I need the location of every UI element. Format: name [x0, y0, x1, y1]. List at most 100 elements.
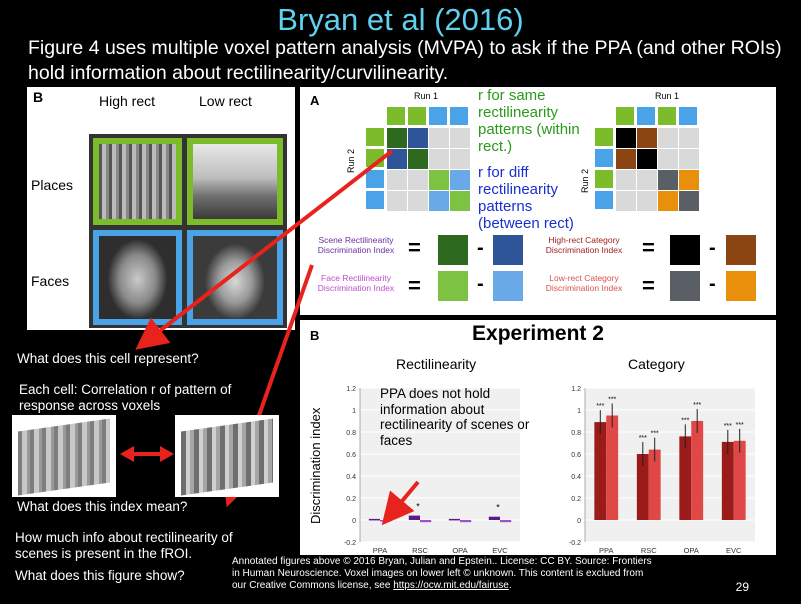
significance-label: ***	[596, 403, 604, 410]
matrix-cell	[450, 170, 470, 190]
bar	[448, 518, 460, 521]
blue-dark-swatch	[493, 235, 523, 265]
matrix-cell	[658, 128, 678, 148]
equals-sign: =	[408, 273, 421, 298]
thumb-face	[637, 107, 655, 125]
blue-light-swatch	[493, 271, 523, 301]
chart-panel: B Experiment 2 Rectilinearity Category D…	[300, 320, 776, 555]
run1-label-left: Run 1	[414, 91, 439, 101]
matrix-cell	[450, 128, 470, 148]
between-rect-annotation: r for diff rectilinearity patterns (betw…	[478, 164, 574, 232]
significance-label: ***	[736, 422, 744, 429]
slide-title: Bryan et al (2016)	[277, 2, 524, 37]
chart-title-rectilinearity: Rectilinearity	[396, 356, 477, 372]
matrix-cell	[616, 191, 636, 211]
equals-sign: =	[642, 235, 655, 260]
chart-title-category: Category	[628, 356, 685, 372]
face-low-rect-frame	[187, 230, 283, 325]
face-high-rect-frame	[93, 230, 182, 325]
bar-chart-svg: -0.2 0 0.2 0.4 0.6 0.8 1 1.2 PPA RSC * OPA EVC * -0.2 0…	[344, 386, 755, 555]
bar	[594, 422, 607, 520]
matrix-cell	[429, 149, 449, 169]
place-low-rect-frame	[187, 138, 283, 225]
slide-subtitle: Figure 4 uses multiple voxel pattern ana…	[28, 37, 782, 84]
matrix-cell	[387, 128, 407, 148]
y-tick-label: 0.4	[571, 474, 581, 481]
thumb-face	[429, 107, 447, 125]
matrix-cell	[450, 149, 470, 169]
matrix-cell	[637, 149, 657, 169]
place-high-rect-frame	[93, 138, 182, 225]
significance-label: ***	[651, 431, 659, 438]
chart-annotation: PPA does not hold information about rect…	[380, 386, 530, 448]
matrix-cell	[429, 170, 449, 190]
voxel-image-left	[12, 415, 116, 497]
significance-label: ***	[724, 423, 732, 430]
bar	[380, 520, 392, 522]
thumb-place	[408, 107, 426, 125]
matrix-cell	[637, 170, 657, 190]
col-label-high-rect: High rect	[99, 93, 156, 109]
matrix-cell	[637, 191, 657, 211]
y-tick-label: 0.8	[346, 430, 356, 437]
question-info: How much info about rectilinearity of sc…	[15, 530, 233, 561]
run1-label-right: Run 1	[655, 91, 680, 101]
matrix-cell	[679, 170, 699, 190]
question-cell: What does this cell represent?	[17, 351, 199, 366]
matrix-cell	[658, 191, 678, 211]
thumb-face	[679, 107, 697, 125]
matrix-cell	[429, 191, 449, 211]
minus-sign: -	[709, 273, 716, 295]
arrow-head-right	[160, 446, 174, 462]
y-tick-label: 0.2	[346, 496, 356, 503]
bar	[648, 449, 661, 520]
significance-label: ***	[608, 397, 616, 404]
equals-sign: =	[642, 273, 655, 298]
y-tick-label: 1	[577, 408, 581, 415]
matrix-cell	[679, 149, 699, 169]
voxel-image-right	[175, 415, 279, 497]
y-tick-label: 0.6	[346, 452, 356, 459]
matrix-cell	[408, 128, 428, 148]
matrix-cell	[616, 149, 636, 169]
x-tick-label: OPA	[452, 546, 467, 555]
y-tick-label: 0.8	[571, 430, 581, 437]
landscape-image	[193, 144, 277, 219]
scene-index-label: Scene Rectilinearity Discrimination Inde…	[317, 235, 395, 255]
minus-sign: -	[477, 237, 484, 259]
matrix-cell	[387, 170, 407, 190]
bar	[500, 520, 512, 523]
thumb-face	[366, 191, 384, 209]
significance-label: ***	[639, 435, 647, 442]
green-light-swatch	[438, 271, 468, 301]
thumb-place	[616, 107, 634, 125]
thumb-face	[366, 170, 384, 188]
black-swatch	[670, 235, 700, 265]
thumb-face	[595, 191, 613, 209]
fairuse-link[interactable]: https://ocw.mit.edu/fairuse	[393, 580, 509, 591]
orange-swatch	[726, 271, 756, 301]
panel-letter: B	[33, 89, 44, 105]
matrix-cell	[450, 191, 470, 211]
thumb-place	[595, 170, 613, 188]
matrix-cell	[408, 170, 428, 190]
equals-sign: =	[408, 235, 421, 260]
matrix-cell	[658, 149, 678, 169]
brown-swatch	[726, 235, 756, 265]
matrix-cell	[658, 170, 678, 190]
bar	[691, 421, 704, 520]
female-face-image	[193, 236, 277, 319]
bar	[488, 516, 500, 520]
bar	[420, 520, 432, 523]
matrix-cell	[637, 128, 657, 148]
thumb-place	[658, 107, 676, 125]
matrix-cell	[408, 191, 428, 211]
x-tick-label: EVC	[492, 546, 508, 555]
y-tick-label: 0.4	[346, 474, 356, 481]
thumb-place	[387, 107, 405, 125]
minus-sign: -	[709, 237, 716, 259]
x-tick-label: OPA	[684, 546, 699, 555]
y-tick-label: 0.6	[571, 452, 581, 459]
bar	[721, 441, 734, 520]
question-figure: What does this figure show?	[15, 568, 185, 583]
